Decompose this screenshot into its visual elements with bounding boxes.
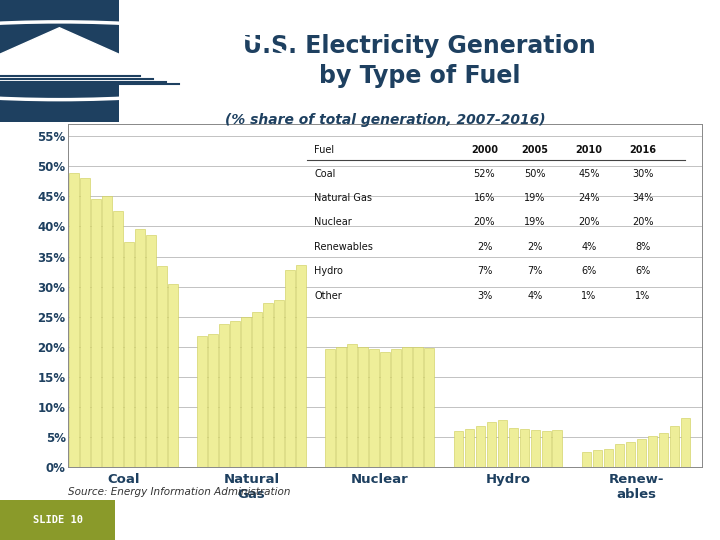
Bar (413, 347, 423, 467)
Text: SLIDE 10: SLIDE 10 (32, 515, 83, 525)
Bar (369, 349, 379, 467)
Bar (487, 422, 496, 467)
Bar (113, 212, 122, 467)
Text: Source: Energy Information Administration: Source: Energy Information Administratio… (68, 487, 291, 497)
Bar (476, 426, 485, 467)
Bar (102, 197, 112, 467)
Bar (274, 300, 284, 467)
Bar (604, 449, 613, 467)
Bar (91, 199, 101, 467)
Bar (552, 430, 562, 467)
Bar (659, 434, 668, 467)
Bar (0, 500, 115, 540)
Bar (380, 352, 390, 467)
Bar (197, 336, 207, 467)
Bar (135, 230, 145, 467)
Bar (464, 429, 474, 467)
Bar (69, 173, 78, 467)
Bar (680, 418, 690, 467)
Bar (325, 349, 335, 467)
Bar (348, 345, 357, 467)
Bar (168, 284, 178, 467)
Polygon shape (0, 28, 186, 84)
Bar (80, 178, 90, 467)
Bar (593, 450, 603, 467)
Bar (582, 452, 591, 467)
Bar (402, 347, 412, 467)
Bar (670, 426, 680, 467)
Bar (124, 241, 134, 467)
Bar (208, 334, 218, 467)
Bar (648, 436, 657, 467)
Text: U.S. Electricity Generation
by Type of Fuel: U.S. Electricity Generation by Type of F… (243, 34, 595, 87)
Bar (264, 303, 273, 467)
Bar (252, 312, 262, 467)
Bar (296, 265, 306, 467)
Bar (146, 235, 156, 467)
Bar (531, 430, 540, 467)
Bar (359, 347, 368, 467)
Bar (0, 0, 119, 122)
Bar (157, 266, 166, 467)
Bar (392, 349, 401, 467)
Bar (498, 420, 507, 467)
Bar (454, 431, 463, 467)
Bar (541, 431, 552, 467)
Bar (230, 321, 240, 467)
Bar (424, 348, 434, 467)
Text: (% share of total generation, 2007-2016): (% share of total generation, 2007-2016) (225, 113, 546, 127)
Bar (520, 429, 529, 467)
Bar (241, 316, 251, 467)
Bar (626, 442, 636, 467)
Bar (508, 428, 518, 467)
Bar (336, 347, 346, 467)
Bar (285, 271, 294, 467)
Bar (615, 444, 624, 467)
Bar (636, 440, 647, 467)
Text: ASSOCIATION OF AMERICAN RAILROADS: ASSOCIATION OF AMERICAN RAILROADS (503, 515, 709, 525)
Bar (219, 324, 229, 467)
